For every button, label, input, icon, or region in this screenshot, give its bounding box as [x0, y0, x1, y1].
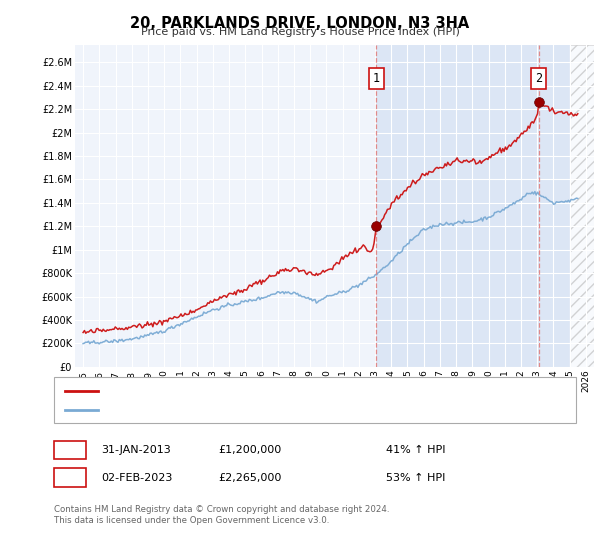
Text: 2: 2 — [67, 471, 73, 484]
Text: 02-FEB-2023: 02-FEB-2023 — [101, 473, 172, 483]
Text: 20, PARKLANDS DRIVE, LONDON, N3 3HA: 20, PARKLANDS DRIVE, LONDON, N3 3HA — [130, 16, 470, 31]
Text: 53% ↑ HPI: 53% ↑ HPI — [386, 473, 445, 483]
Text: 20, PARKLANDS DRIVE, LONDON, N3 3HA (detached house): 20, PARKLANDS DRIVE, LONDON, N3 3HA (det… — [105, 386, 415, 396]
Text: £2,265,000: £2,265,000 — [218, 473, 281, 483]
Text: HPI: Average price, detached house, Barnet: HPI: Average price, detached house, Barn… — [105, 405, 333, 415]
Text: 2: 2 — [535, 72, 542, 85]
Bar — [569, 45, 594, 367]
Text: 1: 1 — [67, 444, 73, 457]
Bar — [376, 45, 569, 367]
Text: Price paid vs. HM Land Registry's House Price Index (HPI): Price paid vs. HM Land Registry's House … — [140, 27, 460, 37]
Text: 1: 1 — [373, 72, 380, 85]
Text: 41% ↑ HPI: 41% ↑ HPI — [386, 445, 445, 455]
Bar — [569, 45, 594, 367]
Text: Contains HM Land Registry data © Crown copyright and database right 2024.
This d: Contains HM Land Registry data © Crown c… — [54, 505, 389, 525]
Text: 31-JAN-2013: 31-JAN-2013 — [101, 445, 170, 455]
Text: £1,200,000: £1,200,000 — [218, 445, 281, 455]
